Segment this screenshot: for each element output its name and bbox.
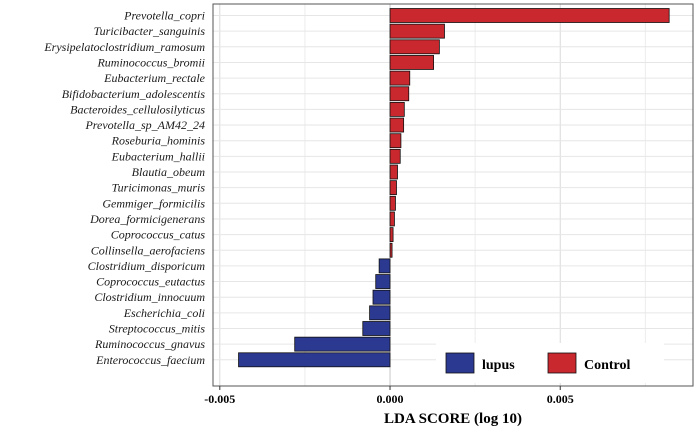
bar: [389, 102, 405, 117]
legend-swatch-control: [547, 352, 577, 374]
category-label: Turicibacter_sanguinis: [94, 24, 206, 38]
category-label: Collinsella_aerofaciens: [91, 243, 206, 257]
x-axis-label: LDA SCORE (log 10): [384, 411, 522, 427]
bar: [294, 336, 391, 352]
legend-label-lupus: lupus: [482, 358, 515, 373]
category-label: Bifidobacterium_adolescentis: [62, 87, 206, 101]
bar: [389, 148, 401, 164]
category-label: Erysipelatoclostridium_ramosum: [43, 40, 205, 54]
bar: [389, 180, 397, 196]
bar: [389, 39, 440, 55]
category-label: Roseburia_hominis: [111, 134, 206, 148]
bar: [369, 305, 391, 321]
bar: [378, 258, 391, 274]
category-label: Turicimonas_muris: [112, 181, 206, 195]
bar: [389, 23, 445, 39]
category-label: Ruminococcus_gnavus: [94, 337, 205, 351]
bar: [362, 321, 391, 336]
category-label: Escherichia_coli: [123, 306, 205, 320]
bar: [389, 195, 396, 211]
legend-label-control: Control: [584, 358, 631, 373]
x-tick-label: 0.005: [547, 392, 574, 406]
plot-background: [213, 4, 693, 386]
legend-swatch-lupus: [445, 352, 475, 374]
category-label: Blautia_obeum: [132, 165, 206, 179]
bar: [389, 70, 411, 86]
category-label: Eubacterium_rectale: [103, 71, 206, 85]
category-label: Prevotella_sp_AM42_24: [84, 118, 205, 132]
x-ticks: -0.005 0.000 0.005: [204, 386, 574, 406]
bar: [375, 274, 391, 289]
category-label: Gemmiger_formicilis: [102, 196, 205, 210]
category-label: Ruminococcus_bromii: [96, 55, 205, 69]
category-label: Bacteroides_cellulosilyticus: [70, 102, 205, 116]
category-label: Clostridium_disporicum: [88, 259, 206, 273]
category-label: Coprococcus_catus: [111, 228, 206, 242]
category-label: Eubacterium_hallii: [111, 149, 205, 163]
bar: [389, 86, 410, 102]
bar: [238, 352, 391, 368]
bar: [389, 8, 670, 23]
bars-group: [238, 8, 670, 368]
category-label: Coprococcus_eutactus: [96, 275, 205, 289]
category-label: Streptococcus_mitis: [109, 322, 206, 336]
plot-border: [212, 3, 694, 387]
bar: [389, 227, 394, 243]
category-label: Clostridium_innocuum: [94, 290, 205, 304]
category-label: Enterococcus_faecium: [95, 353, 205, 367]
x-tick-label: -0.005: [204, 392, 235, 406]
bar: [389, 55, 434, 70]
x-tick-label: 0.000: [377, 392, 404, 406]
category-label: Prevotella_copri: [123, 9, 205, 23]
category-label: Dorea_formicigenerans: [89, 212, 205, 226]
bar: [389, 117, 405, 133]
legend: lupus Control: [436, 343, 664, 383]
bar: [389, 133, 402, 149]
bar: [372, 289, 391, 305]
bar: [389, 242, 393, 258]
bar: [389, 164, 398, 180]
bar: [389, 211, 395, 227]
